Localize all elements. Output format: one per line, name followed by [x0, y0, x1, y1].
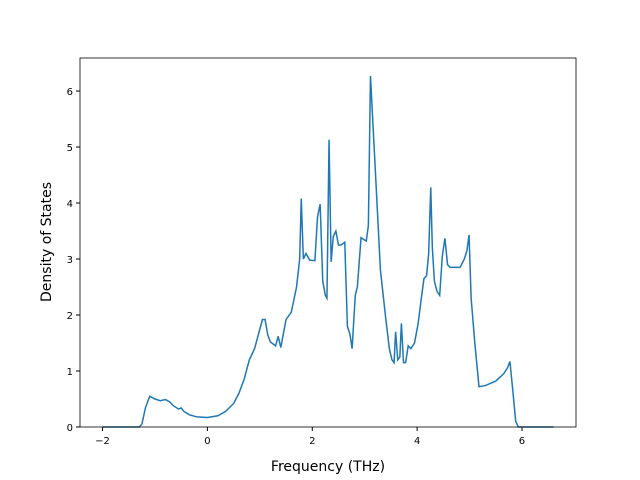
plot-frame: [79, 57, 577, 428]
y-tick-label: 4: [67, 199, 73, 210]
y-axis-label: Density of States: [39, 182, 55, 302]
y-tick-label: 3: [67, 255, 73, 266]
y-tick-label: 1: [67, 367, 73, 378]
x-tick-label: −2: [95, 436, 110, 447]
y-tick-label: 0: [67, 423, 73, 434]
x-tick-label: 2: [309, 436, 315, 447]
y-tick-label: 6: [67, 87, 73, 98]
line: [102, 75, 554, 428]
x-tick-label: 6: [519, 436, 525, 447]
y-tick-label: 2: [67, 311, 73, 322]
x-tick-label: 0: [204, 436, 210, 447]
y-tick-label: 5: [67, 143, 73, 154]
x-tick-label: 4: [414, 436, 420, 447]
x-axis-label: Frequency (THz): [271, 459, 385, 475]
